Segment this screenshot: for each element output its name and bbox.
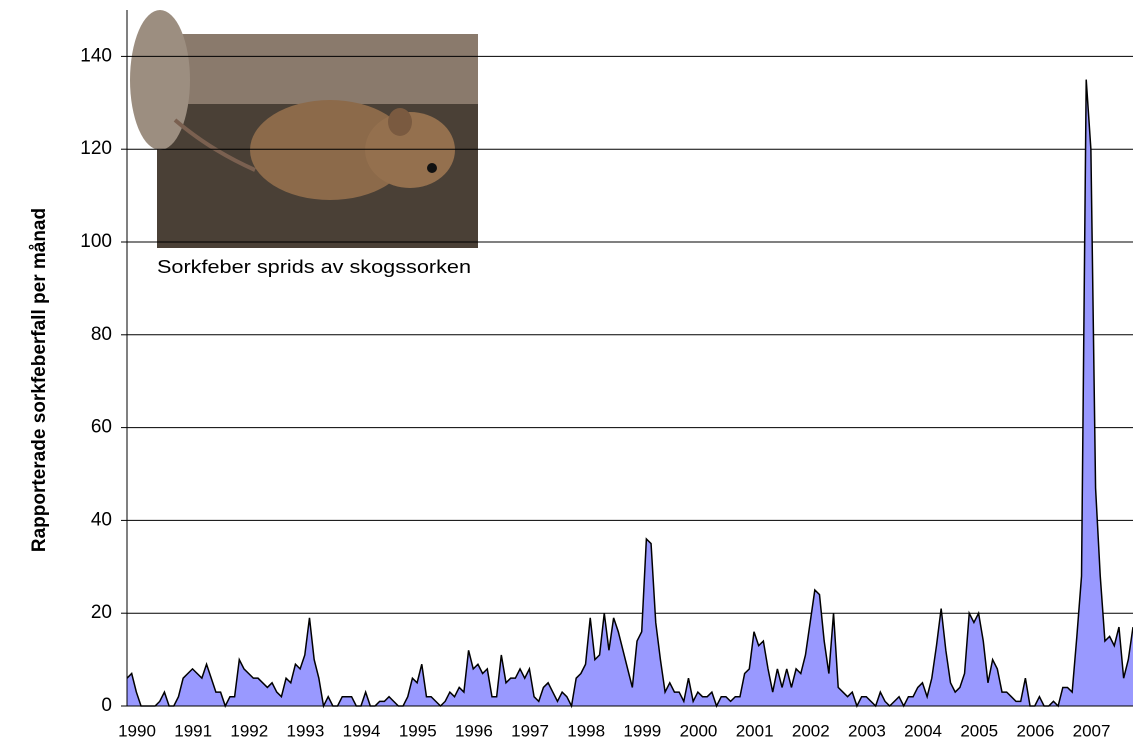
x-tick-label: 2002 [792, 721, 830, 740]
y-tick-label: 140 [80, 45, 112, 66]
x-tick-label: 2006 [1016, 721, 1054, 740]
y-tick-label: 80 [91, 324, 112, 345]
y-axis-label: Rapporterade sorkfeberfall per månad [29, 208, 50, 552]
x-tick-label: 2007 [1073, 721, 1111, 740]
x-tick-label: 2001 [736, 721, 774, 740]
x-tick-label: 1991 [174, 721, 212, 740]
y-tick-label: 20 [91, 602, 112, 623]
x-tick-label: 2005 [960, 721, 998, 740]
x-tick-label: 1998 [567, 721, 605, 740]
x-tick-label: 1992 [230, 721, 268, 740]
x-tick-label: 1996 [455, 721, 493, 740]
y-tick-label: 100 [80, 231, 112, 252]
x-tick-label: 1995 [399, 721, 437, 740]
y-tick-label: 120 [80, 138, 112, 159]
photo [130, 10, 478, 248]
x-tick-label: 2000 [680, 721, 718, 740]
x-tick-label: 1990 [118, 721, 156, 740]
x-tick-label: 1999 [623, 721, 661, 740]
x-tick-label: 2004 [904, 721, 942, 740]
y-tick-label: 0 [101, 695, 112, 716]
y-tick-label: 60 [91, 417, 112, 438]
x-tick-label: 1993 [287, 721, 325, 740]
x-tick-label: 2003 [848, 721, 886, 740]
image-caption: Sorkfeber sprids av skogssorken [157, 257, 471, 277]
x-tick-label: 1997 [511, 721, 549, 740]
x-tick-label: 1994 [343, 721, 381, 740]
y-tick-label: 40 [91, 509, 112, 530]
chart: Rapporterade sorkfeberfall per månad Sor… [0, 0, 1133, 747]
